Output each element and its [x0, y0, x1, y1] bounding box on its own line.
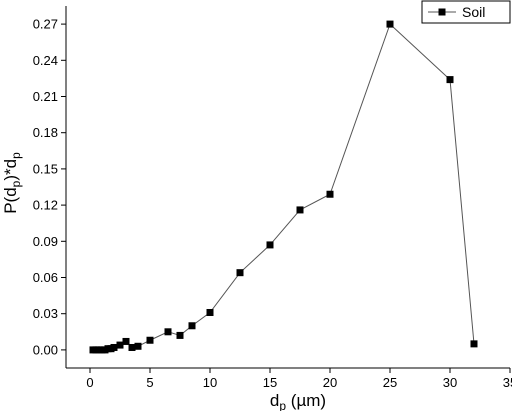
y-tick-label: 0.12: [33, 198, 58, 213]
x-tick-label: 35: [503, 375, 512, 390]
data-point: [326, 190, 334, 198]
x-tick-label: 5: [146, 375, 153, 390]
y-tick-label: 0.21: [33, 89, 58, 104]
data-point: [110, 343, 118, 351]
x-tick-label: 20: [323, 375, 337, 390]
legend: Soil: [421, 0, 511, 24]
y-tick-label: 0.06: [33, 270, 58, 285]
data-point: [188, 322, 196, 330]
y-tick-label: 0.24: [33, 53, 58, 68]
legend-label: Soil: [462, 4, 485, 20]
y-tick-label: 0.03: [33, 306, 58, 321]
y-tick-label: 0.09: [33, 234, 58, 249]
data-point: [134, 342, 142, 350]
plot-area: [89, 20, 478, 354]
data-point: [176, 331, 184, 339]
x-tick-label: 25: [383, 375, 397, 390]
x-tick-label: 10: [203, 375, 217, 390]
x-axis-title: dp (µm): [270, 391, 326, 411]
axes: 0 5 10 15 20 25 30 35 0.00 0.03 0.06 0.09 0.12 0.15 0.…: [1, 6, 512, 411]
data-point: [236, 269, 244, 277]
data-point: [266, 241, 274, 249]
data-point: [296, 206, 304, 214]
data-point: [146, 336, 154, 344]
data-point: [128, 343, 136, 351]
legend-box: [421, 0, 511, 24]
y-tick-label: 0.27: [33, 17, 58, 32]
y-tick-label: 0.18: [33, 125, 58, 140]
data-point: [470, 340, 478, 348]
data-point: [116, 341, 124, 349]
data-point: [122, 337, 130, 345]
data-point: [386, 20, 394, 28]
y-axis-title: P(dp)*dp: [1, 152, 23, 214]
data-point: [164, 328, 172, 336]
y-tick-label: 0.15: [33, 161, 58, 176]
data-point: [446, 76, 454, 84]
y-tick-label: 0.00: [33, 342, 58, 357]
x-tick-label: 15: [263, 375, 277, 390]
data-point: [206, 308, 214, 316]
x-tick-label: 30: [443, 375, 457, 390]
series-line-soil: [93, 23, 475, 351]
legend-marker: [438, 8, 446, 16]
x-tick-label: 0: [86, 375, 93, 390]
